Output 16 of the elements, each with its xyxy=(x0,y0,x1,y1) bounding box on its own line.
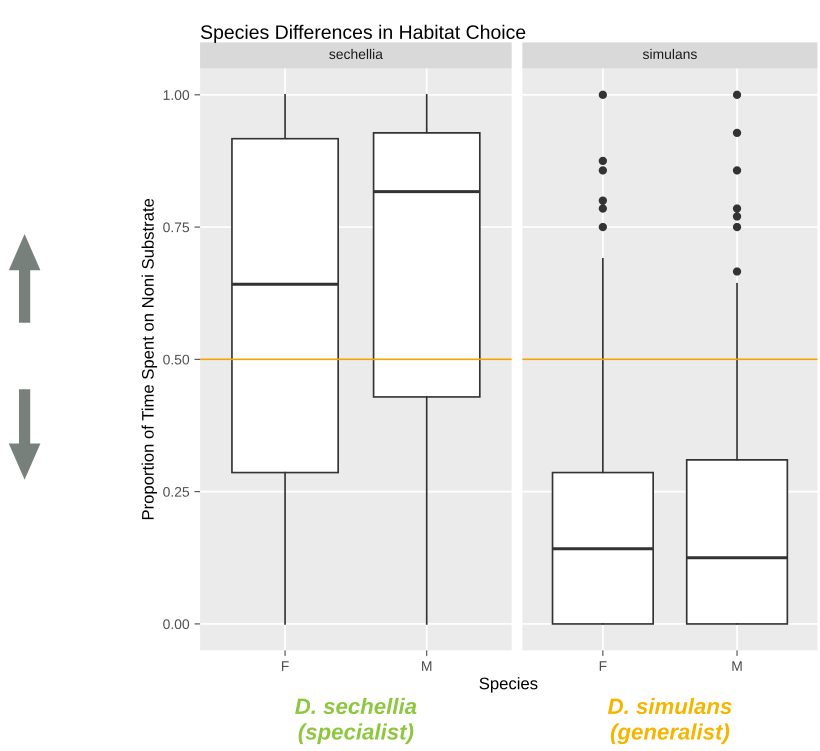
x-axis-title: Species xyxy=(480,677,538,693)
y-tick-label: 0.50 xyxy=(163,354,190,365)
x-tick-label: M xyxy=(732,661,742,671)
y-tick-label: 1.00 xyxy=(164,90,190,100)
y-tick-label: 0.00 xyxy=(163,619,190,630)
x-tick-label: M xyxy=(422,661,432,671)
y-axis-title: Proportion of Time Spent on Noni Substrate xyxy=(142,198,158,520)
y-tick-label: 0.75 xyxy=(163,222,190,232)
x-tick-label: F xyxy=(282,661,289,671)
text: D. sechellia (specialist) xyxy=(295,698,416,744)
chart-subtitle: sechellia xyxy=(329,48,383,60)
chart-title: Species Differences in Habitat Choice xyxy=(200,24,526,43)
chart-subtitle: simulans xyxy=(642,48,697,60)
x-tick-label: F xyxy=(600,661,607,671)
text: D. simulans (generalist) xyxy=(608,698,732,744)
y-tick-label: 0.25 xyxy=(163,486,190,497)
